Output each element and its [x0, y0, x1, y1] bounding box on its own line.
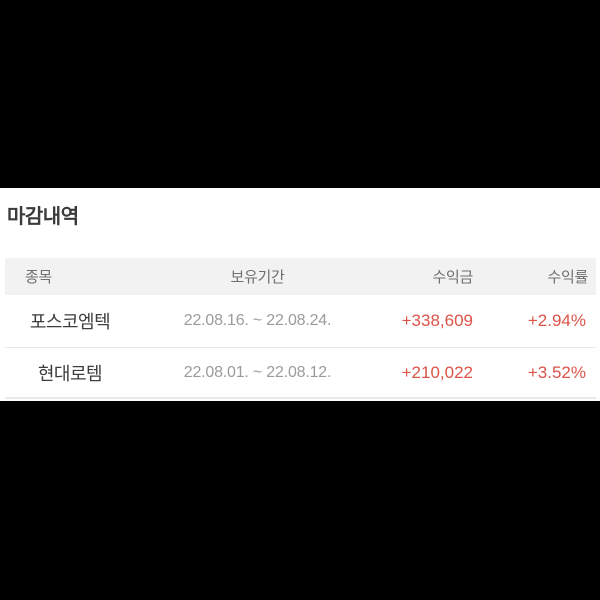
holding-period: 22.08.16. ~ 22.08.24.: [183, 312, 332, 329]
letterbox-bottom: [0, 401, 600, 600]
profit-rate: +3.52%: [527, 362, 586, 382]
col-header-period: 보유기간: [230, 269, 285, 286]
section-title: 마감내역: [7, 206, 79, 228]
col-header-rate: 수익률: [547, 269, 588, 286]
closed-positions-table: 종목 보유기간 수익금 수익률 포스코엠텍 22.08.16. ~ 22.08.…: [5, 258, 596, 399]
table-row[interactable]: 포스코엠텍 22.08.16. ~ 22.08.24. +338,609 +2.…: [5, 295, 596, 348]
stock-name: 현대로템: [37, 363, 103, 384]
profit-rate: +2.94%: [527, 311, 586, 330]
letterbox-top: [0, 0, 600, 188]
table-header-row: 종목 보유기간 수익금 수익률: [5, 258, 596, 295]
closed-history-panel: 마감내역 종목 보유기간 수익금 수익률 포스코엠텍 22.08.16. ~ 2…: [0, 188, 600, 401]
col-header-stock: 종목: [25, 269, 53, 286]
col-header-profit: 수익금: [432, 269, 473, 286]
stock-name: 포스코엠텍: [29, 312, 111, 332]
profit-amount: +210,022: [401, 362, 473, 382]
profit-amount: +338,609: [401, 311, 473, 330]
holding-period: 22.08.01. ~ 22.08.12.: [183, 363, 332, 381]
table-row[interactable]: 현대로템 22.08.01. ~ 22.08.12. +210,022 +3.5…: [5, 348, 596, 399]
